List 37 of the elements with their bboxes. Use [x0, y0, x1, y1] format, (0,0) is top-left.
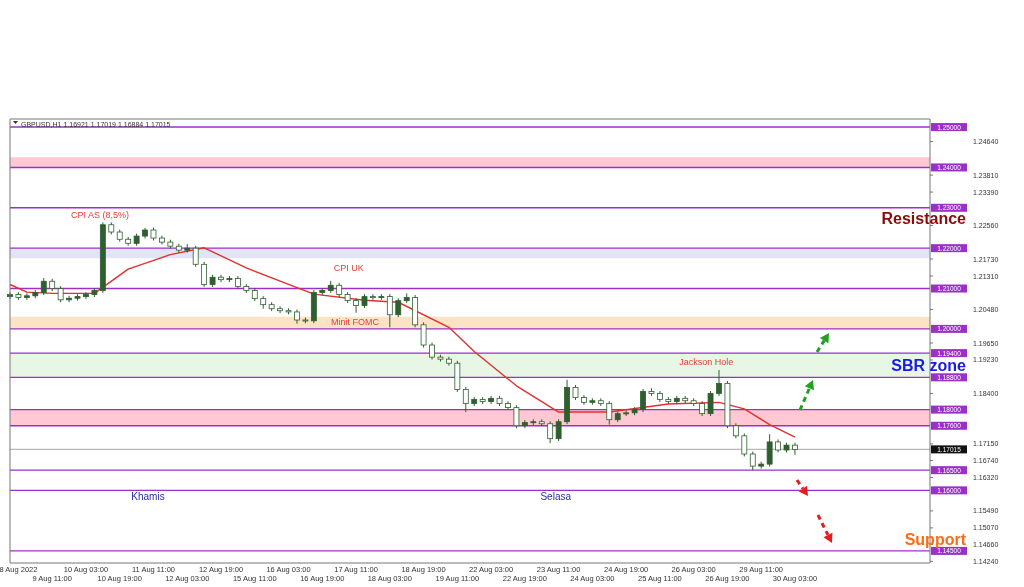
- candlestick: [66, 295, 72, 303]
- candlestick: [513, 404, 520, 429]
- candlestick: [353, 297, 359, 314]
- candlestick: [707, 390, 714, 417]
- candlestick: [488, 395, 494, 405]
- candlestick: [83, 291, 89, 300]
- candlestick: [749, 451, 756, 471]
- candlestick: [640, 388, 646, 413]
- annotation: Khamis: [131, 490, 165, 502]
- candlestick: [192, 245, 199, 268]
- annotation: Jackson Hole: [679, 357, 734, 368]
- annotation: CPI AS (8,5%): [70, 210, 129, 221]
- candlestick: [623, 409, 630, 417]
- candlestick: [716, 369, 722, 397]
- annotation: Selasa: [540, 490, 572, 502]
- candlestick: [766, 433, 773, 468]
- candlestick: [23, 292, 30, 301]
- candlestick: [395, 297, 402, 318]
- candlestick: [201, 261, 208, 288]
- candlestick: [277, 305, 283, 314]
- candlestick: [386, 293, 393, 328]
- annotation: CPI UK: [333, 262, 364, 273]
- annotation: Resistance: [881, 210, 967, 228]
- candlestick: [741, 432, 748, 457]
- annotation: Support: [904, 530, 967, 548]
- candlestick: [218, 274, 224, 283]
- line-series: [9, 247, 796, 438]
- candlestick: [792, 442, 798, 456]
- candlestick: [420, 321, 427, 348]
- annotation: Minit FOMC: [331, 317, 380, 328]
- candlestick: [555, 418, 562, 442]
- candlestick: [606, 400, 613, 426]
- candlestick: [370, 293, 376, 301]
- candlestick: [462, 386, 469, 413]
- candlestick: [521, 419, 528, 429]
- band-label: SBR zone: [891, 357, 967, 375]
- candlestick: [547, 420, 554, 444]
